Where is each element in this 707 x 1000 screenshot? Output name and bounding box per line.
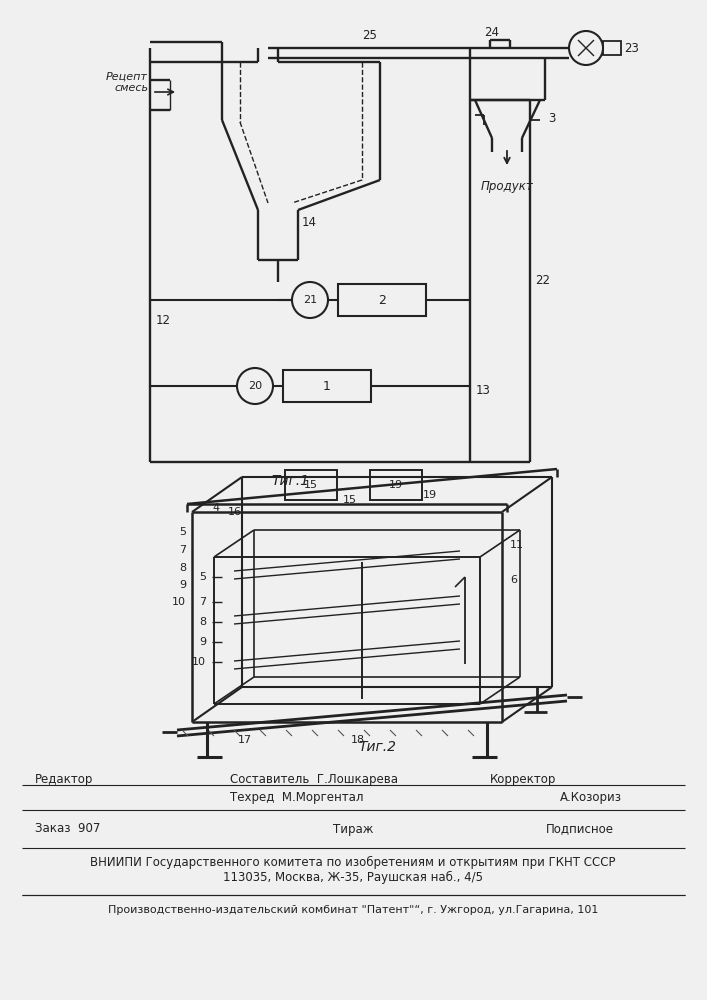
Text: 6: 6 <box>510 575 517 585</box>
Text: 18: 18 <box>351 735 365 745</box>
Text: 4: 4 <box>213 503 220 513</box>
Text: 13: 13 <box>476 383 491 396</box>
Text: 113035, Москва, Ж-35, Раушская наб., 4/5: 113035, Москва, Ж-35, Раушская наб., 4/5 <box>223 870 483 884</box>
Bar <box>603 41 621 55</box>
Bar <box>370 470 422 500</box>
Text: Продукт: Продукт <box>481 180 533 193</box>
Text: Составитель  Г.Лошкарева: Составитель Г.Лошкарева <box>230 774 398 786</box>
Bar <box>285 470 337 500</box>
Text: А.Козориз: А.Козориз <box>560 792 622 804</box>
Text: Τиг.1: Τиг.1 <box>271 474 309 488</box>
Text: Τиг.2: Τиг.2 <box>358 740 396 754</box>
Text: 5: 5 <box>179 527 186 537</box>
Text: 11: 11 <box>510 540 524 550</box>
Text: Рецепт
смесь: Рецепт смесь <box>106 71 148 93</box>
Text: 3: 3 <box>548 111 556 124</box>
Text: 10: 10 <box>172 597 186 607</box>
Text: 9: 9 <box>199 637 206 647</box>
Text: 12: 12 <box>156 314 171 326</box>
Text: 16: 16 <box>228 507 242 517</box>
Bar <box>338 284 426 316</box>
Text: ВНИИПИ Государственного комитета по изобретениям и открытиям при ГКНТ СССР: ВНИИПИ Государственного комитета по изоб… <box>90 855 616 869</box>
Text: 17: 17 <box>238 735 252 745</box>
Text: 14: 14 <box>302 216 317 229</box>
Text: 1: 1 <box>323 379 331 392</box>
Text: 7: 7 <box>199 597 206 607</box>
Text: Тираж: Тираж <box>333 822 373 836</box>
Text: 15: 15 <box>343 495 357 505</box>
Text: Производственно-издательский комбинат "Патент"“, г. Ужгород, ул.Гагарина, 101: Производственно-издательский комбинат "П… <box>107 905 598 915</box>
Text: Корректор: Корректор <box>490 774 556 786</box>
Text: Заказ  907: Заказ 907 <box>35 822 100 836</box>
Text: 21: 21 <box>303 295 317 305</box>
Text: 23: 23 <box>624 41 639 54</box>
Text: 5: 5 <box>199 572 206 582</box>
Text: 19: 19 <box>423 490 437 500</box>
Text: Подписное: Подписное <box>546 822 614 836</box>
Text: 2: 2 <box>378 294 386 306</box>
Text: 8: 8 <box>199 617 206 627</box>
Text: 15: 15 <box>304 480 318 490</box>
Text: 9: 9 <box>179 580 186 590</box>
Text: 22: 22 <box>535 273 550 286</box>
Text: 8: 8 <box>179 563 186 573</box>
Text: 20: 20 <box>248 381 262 391</box>
Text: Техред  М.Моргентал: Техред М.Моргентал <box>230 792 363 804</box>
Text: 25: 25 <box>363 29 378 42</box>
Text: 24: 24 <box>484 26 500 39</box>
Bar <box>283 370 371 402</box>
Text: 19: 19 <box>389 480 403 490</box>
Text: 7: 7 <box>179 545 186 555</box>
Text: Редактор: Редактор <box>35 774 93 786</box>
Text: 10: 10 <box>192 657 206 667</box>
